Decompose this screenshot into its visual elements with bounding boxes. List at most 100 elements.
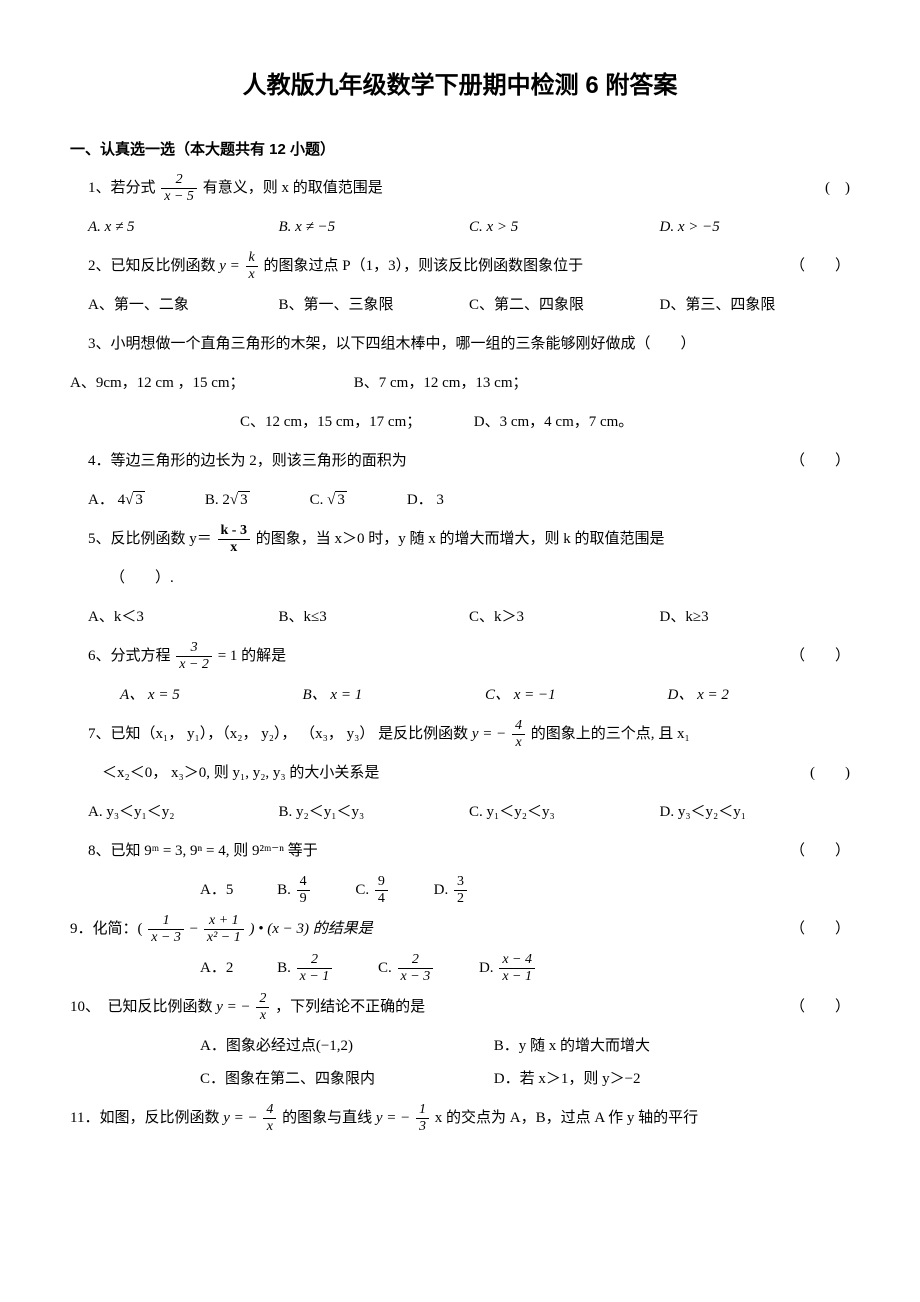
q7-yeq: y = − bbox=[472, 726, 506, 742]
q7-stem-b: 的图象上的三个点, 且 x₁ bbox=[531, 726, 690, 742]
q8-stem: 8、已知 9ᵐ = 3, 9ⁿ = 4, 则 9²ᵐ⁻ⁿ 等于 bbox=[88, 843, 318, 859]
q10-opt-a: A．图象必经过点(−1,2) bbox=[200, 1030, 490, 1063]
q10-yeq: y = − bbox=[216, 999, 250, 1015]
q7-frac-num: 4 bbox=[512, 718, 525, 734]
q7-opt-a: A. y₃＜y₁＜y₂ bbox=[88, 796, 279, 829]
q11-stem-b: 的图象与直线 bbox=[282, 1110, 372, 1126]
question-9: 9．化简：( 1x − 3 − x + 1x² − 1 ) • (x − 3) … bbox=[70, 913, 850, 946]
q5-opt-c: C、k＞3 bbox=[469, 601, 660, 634]
q10-row1: A．图象必经过点(−1,2) B．y 随 x 的增大而增大 bbox=[70, 1030, 850, 1063]
q10-fraction: 2x bbox=[256, 991, 269, 1023]
q6-frac-num: 3 bbox=[176, 640, 212, 656]
q2-frac-den: x bbox=[246, 267, 258, 282]
q7-stem-c: ＜x₂＜0， x₃＞0, 则 y₁, y₂, y₃ 的大小关系是 bbox=[102, 765, 379, 781]
q2-paren: （ ） bbox=[790, 250, 850, 283]
q2-opt-a: A、第一、二象 bbox=[88, 289, 279, 322]
question-11: 11．如图，反比例函数 y = − 4x 的图象与直线 y = − 13 x 的… bbox=[70, 1102, 850, 1135]
q6-opt-c: C、 x = −1 bbox=[485, 679, 668, 712]
q2-options: A、第一、二象 B、第一、三象限 C、第二、四象限 D、第三、四象限 bbox=[70, 289, 850, 322]
q9-opt-d: D. x − 4x − 1 bbox=[479, 952, 537, 985]
q2-opt-b: B、第一、三象限 bbox=[279, 289, 470, 322]
q1-frac-num: 2 bbox=[161, 172, 197, 188]
q6-stem-a: 6、分式方程 bbox=[88, 648, 171, 664]
q8-opt-d: D. 32 bbox=[434, 874, 469, 907]
q6-options: A、 x = 5 B、 x = 1 C、 x = −1 D、 x = 2 bbox=[70, 679, 850, 712]
question-3: 3、小明想做一个直角三角形的木架，以下四组木棒中，哪一组的三条能够刚好做成（ ） bbox=[70, 328, 850, 361]
q2-fraction: k x bbox=[246, 250, 258, 282]
q10-stem-a: 10、 已知反比例函数 bbox=[70, 999, 213, 1015]
q7-opt-c: C. y₁＜y₂＜y₃ bbox=[469, 796, 660, 829]
q2-frac-num: k bbox=[246, 250, 258, 266]
q1-stem-a: 1、若分式 bbox=[88, 180, 156, 196]
question-8: 8、已知 9ᵐ = 3, 9ⁿ = 4, 则 9²ᵐ⁻ⁿ 等于 （ ） bbox=[70, 835, 850, 868]
q11-f2: 13 bbox=[416, 1102, 429, 1134]
q4-opt-b: B. 23 bbox=[205, 484, 250, 517]
q9-opt-a: A．2 bbox=[200, 952, 233, 985]
q8-paren: （ ） bbox=[790, 835, 850, 868]
q10-row2: C．图象在第二、四象限内 D．若 x＞1，则 y＞−2 bbox=[70, 1063, 850, 1096]
q3-opt-c: C、12 cm，15 cm，17 cm； bbox=[240, 406, 470, 439]
page-title: 人教版九年级数学下册期中检测 6 附答案 bbox=[70, 60, 850, 113]
q5-frac-den: x bbox=[218, 540, 250, 555]
q9-f2: x + 1x² − 1 bbox=[204, 913, 244, 945]
q3-opt-a: A、9cm，12 cm ，15 cm； bbox=[70, 367, 350, 400]
q5-frac-num: k - 3 bbox=[218, 523, 250, 539]
q8-options: A．5 B. 49 C. 94 D. 32 bbox=[70, 874, 850, 907]
q1-opt-a: A. x ≠ 5 bbox=[88, 211, 279, 244]
q5-opt-b: B、k≤3 bbox=[279, 601, 470, 634]
q10-opt-d: D．若 x＞1，则 y＞−2 bbox=[494, 1071, 641, 1087]
q1-fraction: 2 x − 5 bbox=[161, 172, 197, 204]
q6-stem-b: = 1 的解是 bbox=[218, 648, 286, 664]
q5-opt-a: A、k＜3 bbox=[88, 601, 279, 634]
q7-opt-d: D. y₃＜y₂＜y₁ bbox=[660, 796, 851, 829]
q6-opt-a: A、 x = 5 bbox=[120, 679, 303, 712]
section-heading: 一、认真选一选（本大题共有 12 小题） bbox=[70, 133, 850, 166]
q8-opt-c: C. 94 bbox=[355, 874, 390, 907]
q9-f1: 1x − 3 bbox=[148, 913, 184, 945]
q5-stem-b: 的图象，当 x＞0 时，y 随 x 的增大而增大，则 k 的取值范围是 bbox=[256, 531, 665, 547]
q11-stem-a: 11．如图，反比例函数 bbox=[70, 1110, 219, 1126]
q4-opt-a: A． 43 bbox=[88, 484, 145, 517]
q4-stem: 4．等边三角形的边长为 2，则该三角形的面积为 bbox=[88, 453, 407, 469]
q9-paren: （ ） bbox=[790, 913, 850, 946]
q1-opt-c: C. x > 5 bbox=[469, 211, 660, 244]
q3-row2: C、12 cm，15 cm，17 cm； D、3 cm，4 cm，7 cm。 bbox=[70, 406, 850, 439]
q7-opt-b: B. y₂＜y₁＜y₃ bbox=[279, 796, 470, 829]
question-2: 2、已知反比例函数 y = k x 的图象过点 P（1，3），则该反比例函数图象… bbox=[70, 250, 850, 283]
q9-opt-c: C. 2x − 3 bbox=[378, 952, 435, 985]
q7-frac-den: x bbox=[512, 735, 525, 750]
q2-stem-b: 的图象过点 P（1，3），则该反比例函数图象位于 bbox=[264, 258, 584, 274]
question-5: 5、反比例函数 y＝ k - 3 x 的图象，当 x＞0 时，y 随 x 的增大… bbox=[70, 523, 850, 556]
question-4: 4．等边三角形的边长为 2，则该三角形的面积为 （ ） bbox=[70, 445, 850, 478]
q6-opt-b: B、 x = 1 bbox=[303, 679, 486, 712]
q4-options: A． 43 B. 23 C. 3 D． 3 bbox=[70, 484, 850, 517]
q1-stem-b: 有意义，则 x 的取值范围是 bbox=[203, 180, 383, 196]
q11-y2eq: y = − bbox=[376, 1110, 410, 1126]
q9-minus: − bbox=[190, 921, 202, 937]
q2-opt-d: D、第三、四象限 bbox=[660, 289, 851, 322]
q11-y1eq: y = − bbox=[223, 1110, 257, 1126]
q10-paren: （ ） bbox=[790, 991, 850, 1024]
q10-opt-b: B．y 随 x 的增大而增大 bbox=[494, 1038, 650, 1054]
q2-stem-a: 2、已知反比例函数 bbox=[88, 258, 216, 274]
q11-stem-c: x 的交点为 A，B，过点 A 作 y 轴的平行 bbox=[435, 1110, 698, 1126]
q9-stem-b: ) • (x − 3) 的结果是 bbox=[250, 921, 373, 937]
q9-stem-a: 9．化简：( bbox=[70, 921, 143, 937]
q11-f1: 4x bbox=[263, 1102, 276, 1134]
q7-stem-a: 7、已知（x₁， y₁），（x₂， y₂）， （x₃， y₃） 是反比例函数 bbox=[88, 726, 468, 742]
q3-opt-b: B、7 cm，12 cm，13 cm； bbox=[354, 375, 528, 391]
q1-options: A. x ≠ 5 B. x ≠ −5 C. x > 5 D. x > −5 bbox=[70, 211, 850, 244]
q5-options: A、k＜3 B、k≤3 C、k＞3 D、k≥3 bbox=[70, 601, 850, 634]
q6-opt-d: D、 x = 2 bbox=[668, 679, 851, 712]
q8-opt-a: A．5 bbox=[200, 874, 233, 907]
q10-stem-b: ，下列结论不正确的是 bbox=[275, 999, 425, 1015]
q4-opt-d: D． 3 bbox=[407, 484, 444, 517]
q9-opt-b: B. 2x − 1 bbox=[277, 952, 334, 985]
q7-line2: ＜x₂＜0， x₃＞0, 则 y₁, y₂, y₃ 的大小关系是 ( ) bbox=[70, 757, 850, 790]
q3-opt-d: D、3 cm，4 cm，7 cm。 bbox=[474, 414, 634, 430]
q2-yeq: y = bbox=[219, 258, 240, 274]
q4-paren: （ ） bbox=[790, 445, 850, 478]
q7-paren: ( ) bbox=[810, 757, 850, 790]
q6-fraction: 3 x − 2 bbox=[176, 640, 212, 672]
question-6: 6、分式方程 3 x − 2 = 1 的解是 （ ） bbox=[70, 640, 850, 673]
